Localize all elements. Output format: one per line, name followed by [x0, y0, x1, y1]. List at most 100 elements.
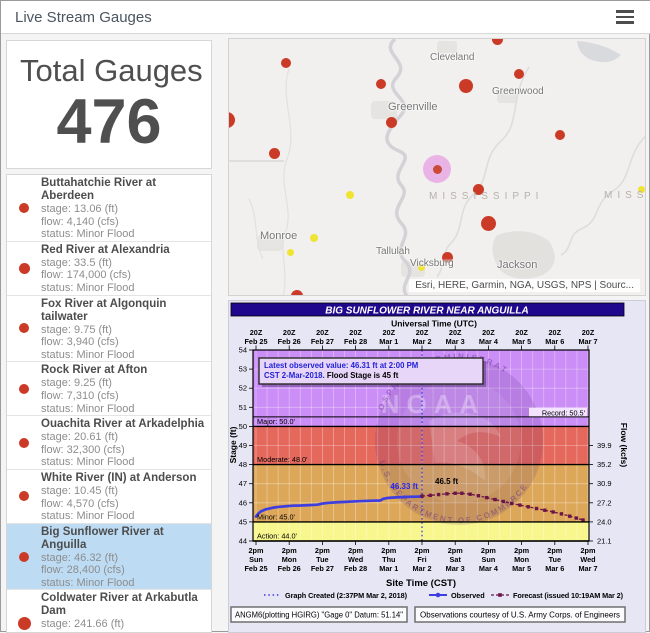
map-gauge-marker[interactable] — [417, 263, 425, 271]
dot-column — [7, 262, 41, 274]
svg-text:Feb 28: Feb 28 — [344, 564, 367, 573]
gauge-list-item[interactable]: Fox River at Algonquin tailwater stage: … — [7, 296, 211, 363]
gauge-list-item[interactable]: Rock River at Afton stage: 9.25 (ft) flo… — [7, 362, 211, 417]
svg-text:44: 44 — [239, 537, 247, 546]
svg-text:ANGM6(plotting HGIRG) "Gage 0": ANGM6(plotting HGIRG) "Gage 0" Datum: 51… — [235, 611, 403, 620]
svg-text:Feb 26: Feb 26 — [278, 337, 301, 346]
total-gauges-value: 476 — [56, 87, 162, 157]
map-gauge-marker[interactable] — [491, 39, 503, 45]
svg-text:2pm: 2pm — [448, 546, 464, 555]
gauge-list-item[interactable]: Ouachita River at Arkadelphia stage: 20.… — [7, 416, 211, 470]
map-markers-layer: Cleveland Greenwood Greenville Monroe Tallul… — [229, 39, 645, 295]
map-panel[interactable]: Cleveland Greenwood Greenville Monroe Tallul… — [228, 38, 646, 296]
svg-text:46.5 ft: 46.5 ft — [435, 477, 458, 486]
page-title: Live Stream Gauges — [15, 8, 152, 26]
map-gauge-marker[interactable] — [637, 185, 645, 193]
svg-text:Sat: Sat — [450, 555, 462, 564]
svg-text:Mar 5: Mar 5 — [512, 564, 531, 573]
gauge-stage: stage: 10.45 (ft) — [41, 484, 119, 497]
gauge-list-item[interactable]: Red River at Alexandria stage: 33.5 (ft)… — [7, 242, 211, 296]
map-gauge-marker[interactable] — [514, 69, 524, 79]
gauge-name: Red River at Alexandria — [41, 243, 170, 256]
svg-text:Stage (ft): Stage (ft) — [229, 426, 238, 463]
map-gauge-marker[interactable] — [441, 251, 453, 263]
map-gauge-marker[interactable] — [555, 130, 565, 140]
gauge-flow: flow: 3,940 (cfs) — [41, 336, 119, 349]
gauge-list-item[interactable]: White River (IN) at Anderson stage: 10.4… — [7, 470, 211, 524]
svg-text:20Z: 20Z — [316, 328, 329, 337]
svg-text:Mar 1: Mar 1 — [379, 564, 398, 573]
map-gauge-marker[interactable] — [385, 116, 397, 128]
svg-text:20Z: 20Z — [349, 328, 362, 337]
svg-text:Feb 25: Feb 25 — [244, 337, 267, 346]
map-gauge-marker[interactable] — [281, 58, 291, 68]
gauge-status-dot — [17, 616, 31, 630]
gauge-flow: flow: 174,000 (cfs) — [41, 269, 131, 282]
map-gauge-marker[interactable] — [268, 147, 280, 159]
svg-text:54: 54 — [239, 346, 247, 355]
svg-text:50: 50 — [239, 422, 247, 431]
gauge-status-dot — [19, 551, 29, 562]
svg-text:Tue: Tue — [549, 555, 561, 564]
map-gauge-marker[interactable] — [286, 248, 294, 256]
menu-button[interactable] — [613, 7, 637, 27]
svg-text:Graph Created (2:37PM Mar 2, 2: Graph Created (2:37PM Mar 2, 2018) — [285, 591, 408, 600]
map-state-label: MISSISSIPPI — [604, 190, 645, 201]
svg-text:NOAA: NOAA — [381, 389, 486, 419]
map-gauge-marker[interactable] — [291, 290, 303, 295]
hydrograph-panel: BIG SUNFLOWER RIVER NEAR ANGUILLA Univers… — [228, 300, 646, 633]
selected-gauge-marker[interactable] — [432, 164, 442, 174]
gauge-stage: stage: 9.25 (ft) — [41, 377, 112, 390]
gauge-list-item-selected[interactable]: Big Sunflower River at Anguilla stage: 4… — [7, 523, 211, 591]
map-gauge-marker[interactable] — [346, 191, 354, 199]
dot-column — [7, 383, 41, 394]
svg-text:Mar 6: Mar 6 — [545, 337, 564, 346]
gauge-status: status: Minor Flood — [41, 281, 135, 294]
svg-text:20Z: 20Z — [582, 328, 595, 337]
hamburger-icon — [616, 15, 634, 19]
svg-text:Fri: Fri — [417, 555, 426, 564]
map-city-label: Cleveland — [430, 52, 475, 63]
gauge-status-dot — [19, 437, 29, 448]
svg-text:Flow (kcfs): Flow (kcfs) — [619, 423, 629, 468]
map-gauge-marker[interactable] — [472, 183, 484, 195]
svg-text:20Z: 20Z — [482, 328, 495, 337]
map-city-label: Greenville — [388, 101, 438, 113]
gauge-status: status: Minor Flood — [41, 402, 135, 415]
gauge-status: status: Minor Flood — [41, 456, 135, 469]
svg-text:Mar 3: Mar 3 — [446, 564, 465, 573]
svg-text:20Z: 20Z — [283, 328, 296, 337]
map-attribution: Esri, HERE, Garmin, NGA, USGS, NPS | Sou… — [409, 279, 640, 292]
svg-text:Mar 5: Mar 5 — [512, 337, 531, 346]
map-gauge-marker[interactable] — [459, 79, 473, 93]
map-gauge-marker[interactable] — [376, 79, 386, 89]
gauge-stage: stage: 46.32 (ft) — [41, 551, 119, 564]
svg-text:Feb 25: Feb 25 — [244, 564, 267, 573]
svg-text:20Z: 20Z — [383, 328, 396, 337]
gauge-name: Big Sunflower River at Anguilla — [41, 525, 164, 551]
gauge-status-dot — [18, 262, 30, 274]
svg-text:BIG SUNFLOWER RIVER NEAR ANGUI: BIG SUNFLOWER RIVER NEAR ANGUILLA — [325, 305, 529, 316]
gauge-status-dot — [19, 491, 29, 502]
svg-text:Wed: Wed — [348, 555, 363, 564]
map-gauge-marker[interactable] — [480, 215, 496, 231]
svg-text:Mar 7: Mar 7 — [578, 337, 597, 346]
svg-text:Universal Time (UTC): Universal Time (UTC) — [391, 319, 477, 329]
map-gauge-marker[interactable] — [229, 112, 235, 128]
svg-text:2pm: 2pm — [414, 546, 430, 555]
svg-text:2pm: 2pm — [514, 546, 530, 555]
gauge-list-item[interactable]: Coldwater River at Arkabutla Dam stage: … — [7, 590, 211, 632]
gauge-flow: flow: 28,400 (cfs) — [41, 564, 125, 577]
hamburger-icon — [616, 10, 634, 13]
dot-column — [7, 437, 41, 448]
svg-text:49: 49 — [239, 441, 247, 450]
svg-text:51: 51 — [239, 403, 247, 412]
gauge-flow: flow: 4,570 (cfs) — [41, 497, 119, 510]
map-gauge-marker[interactable] — [310, 234, 318, 242]
svg-text:30.9: 30.9 — [597, 479, 612, 488]
svg-text:CST 2-Mar-2018. Flood Stage is: CST 2-Mar-2018. Flood Stage is 45 ft — [264, 371, 399, 380]
gauge-list-item[interactable]: Buttahatchie River at Aberdeen stage: 13… — [7, 175, 211, 242]
svg-text:Mon: Mon — [282, 555, 297, 564]
gauge-name: Rock River at Afton — [41, 364, 148, 377]
gauge-name: Coldwater River at Arkabutla Dam — [41, 592, 198, 618]
